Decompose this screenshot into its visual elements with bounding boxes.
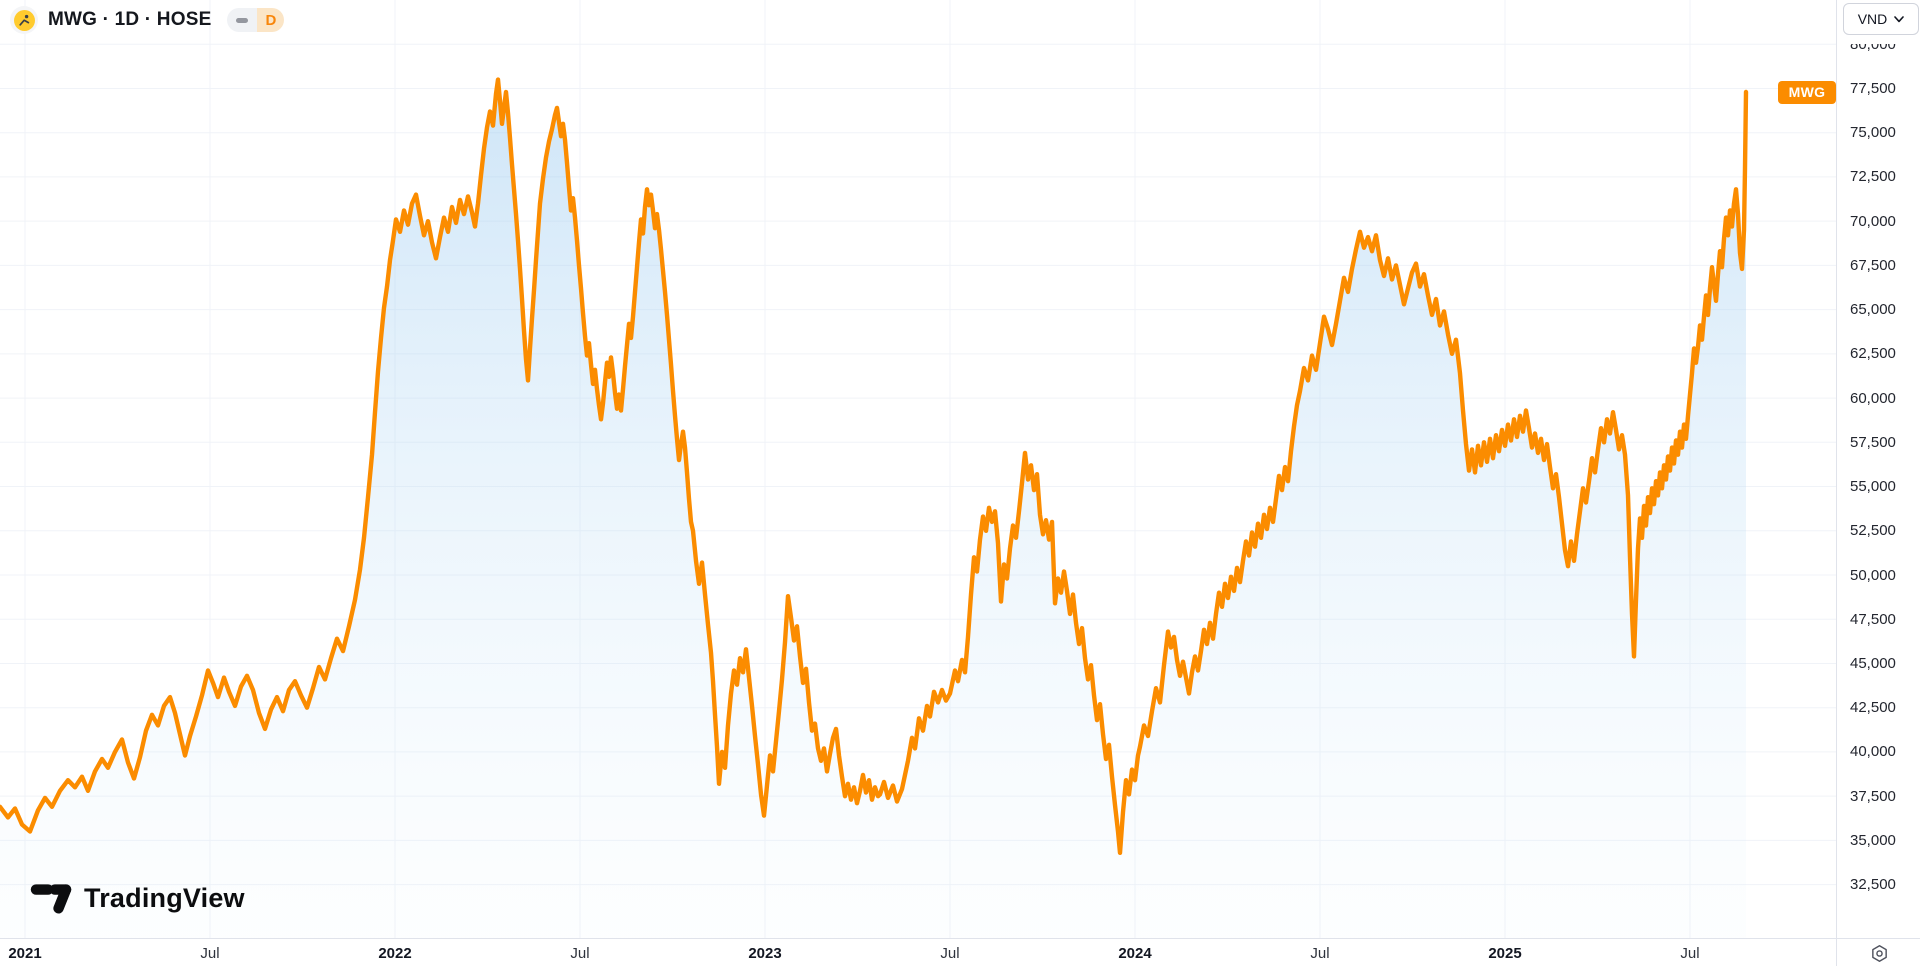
time-axis-label: Jul <box>940 945 960 962</box>
tradingview-brand-text: TradingView <box>84 882 245 913</box>
price-axis-label: 32,500 <box>1850 876 1896 894</box>
currency-label: VND <box>1857 11 1888 27</box>
price-axis-label: 65,000 <box>1850 301 1896 319</box>
price-axis-label: 72,500 <box>1850 168 1896 186</box>
time-axis-label: Jul <box>1310 945 1330 962</box>
time-axis-label: 2021 <box>8 945 42 962</box>
price-axis-label: 77,500 <box>1850 79 1896 97</box>
price-line-series <box>0 77 1749 855</box>
symbol-title[interactable]: MWG · 1D · HOSE <box>48 9 212 30</box>
time-axis-label: Jul <box>200 945 220 962</box>
time-axis-label: 2025 <box>1488 945 1522 962</box>
price-axis-label: 35,000 <box>1850 831 1896 849</box>
tradingview-logo-icon <box>30 884 72 914</box>
hide-indicator-segment[interactable] <box>227 8 258 32</box>
gear-icon <box>1871 944 1887 962</box>
price-axis-label: 50,000 <box>1850 566 1896 584</box>
mwg-figure-glyph <box>18 14 29 26</box>
price-axis-label: 62,500 <box>1850 345 1896 363</box>
price-axis-label: 40,000 <box>1850 743 1896 761</box>
price-axis-label: 52,500 <box>1850 522 1896 540</box>
price-axis-label: 37,500 <box>1850 787 1896 805</box>
scale-settings-corner[interactable] <box>1836 938 1920 966</box>
interval-badge[interactable]: D <box>257 8 285 32</box>
time-scale[interactable]: 2021 Jul 2022 Jul 2023 Jul 2024 Jul 2025 Jul <box>0 938 1920 966</box>
chevron-down-icon <box>1894 15 1905 22</box>
currency-selector[interactable]: VND <box>1843 3 1919 35</box>
time-axis-label: 2024 <box>1118 945 1152 962</box>
time-axis-label: Jul <box>1680 945 1700 962</box>
price-axis-label: 47,500 <box>1850 610 1896 628</box>
last-price-badge: MWG <box>1778 80 1836 104</box>
time-axis-label: 2023 <box>748 945 782 962</box>
price-scale[interactable]: 80,000 77,500 75,000 72,500 70,000 67,500 65,0… <box>1836 0 1920 938</box>
time-axis-label: 2022 <box>378 945 412 962</box>
time-axis-label: Jul <box>570 945 590 962</box>
symbol-legend: MWG · 1D · HOSE D <box>10 6 285 34</box>
price-axis-label: 70,000 <box>1850 212 1896 230</box>
area-fill <box>0 79 1746 939</box>
interval-toggle[interactable]: D <box>227 8 285 32</box>
price-axis-label: 75,000 <box>1850 124 1896 142</box>
price-axis-label: 67,500 <box>1850 256 1896 274</box>
price-axis-label: 42,500 <box>1850 699 1896 717</box>
tradingview-attribution-link[interactable]: TradingView <box>30 882 245 914</box>
price-axis-label: 60,000 <box>1850 389 1896 407</box>
price-axis-label: 55,000 <box>1850 478 1896 496</box>
symbol-logo-icon <box>10 6 38 34</box>
minus-icon <box>236 17 249 23</box>
price-axis-label: 57,500 <box>1850 433 1896 451</box>
price-axis-label: 45,000 <box>1850 654 1896 672</box>
